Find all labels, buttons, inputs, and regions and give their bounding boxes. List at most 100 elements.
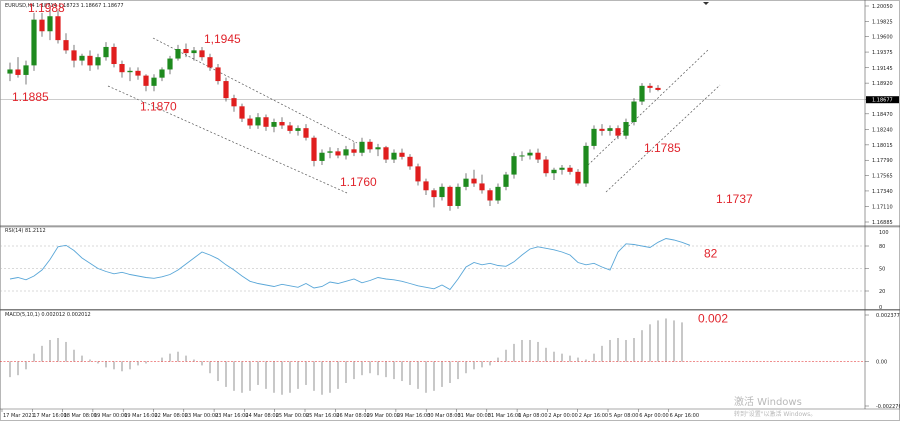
time-axis-tick: 17 Mar 2021 bbox=[3, 413, 35, 419]
candle[interactable] bbox=[447, 185, 453, 211]
candle[interactable] bbox=[383, 145, 389, 163]
candle[interactable] bbox=[415, 163, 421, 186]
candle[interactable] bbox=[31, 12, 37, 71]
candle[interactable] bbox=[7, 62, 13, 82]
candle[interactable] bbox=[607, 125, 613, 136]
price-panel[interactable] bbox=[0, 0, 865, 226]
candle[interactable] bbox=[135, 67, 141, 80]
candle[interactable] bbox=[207, 53, 213, 71]
candle[interactable] bbox=[23, 60, 29, 85]
candle[interactable] bbox=[63, 33, 69, 54]
candle[interactable] bbox=[327, 147, 333, 159]
candle[interactable] bbox=[535, 148, 541, 163]
candle[interactable] bbox=[479, 174, 485, 194]
candle[interactable] bbox=[39, 12, 45, 37]
candle[interactable] bbox=[343, 145, 349, 160]
candle[interactable] bbox=[487, 188, 493, 206]
candle[interactable] bbox=[55, 10, 61, 44]
candle[interactable] bbox=[351, 142, 357, 157]
candle[interactable] bbox=[655, 85, 661, 92]
candle[interactable] bbox=[511, 152, 517, 179]
candle[interactable] bbox=[391, 149, 397, 163]
candle[interactable] bbox=[287, 122, 293, 134]
time-axis-tick: 1 Apr 08:00 bbox=[518, 413, 547, 419]
candle[interactable] bbox=[519, 151, 525, 161]
price-annotation: 1.1737 bbox=[716, 192, 753, 206]
candle[interactable] bbox=[255, 113, 261, 129]
candle[interactable] bbox=[295, 125, 301, 136]
candle[interactable] bbox=[103, 42, 109, 61]
candle[interactable] bbox=[71, 44, 77, 68]
candle[interactable] bbox=[79, 53, 85, 66]
candle[interactable] bbox=[111, 43, 117, 68]
candle[interactable] bbox=[439, 183, 445, 201]
candle[interactable] bbox=[263, 114, 269, 131]
macd-annotation: 0.002 bbox=[698, 311, 728, 325]
candle[interactable] bbox=[87, 50, 93, 71]
candle[interactable] bbox=[503, 171, 509, 191]
macd-panel[interactable] bbox=[0, 311, 865, 409]
candle[interactable] bbox=[527, 149, 533, 160]
candle[interactable] bbox=[319, 149, 325, 166]
candle[interactable] bbox=[367, 139, 373, 153]
candle[interactable] bbox=[639, 83, 645, 105]
candle[interactable] bbox=[631, 98, 637, 126]
candle[interactable] bbox=[279, 117, 285, 129]
rsi-annotation: 82 bbox=[704, 246, 718, 260]
time-axis-tick: 6 Apr 00:00 bbox=[639, 413, 668, 419]
candle[interactable] bbox=[167, 55, 173, 75]
candle[interactable] bbox=[375, 143, 381, 157]
candle[interactable] bbox=[591, 125, 597, 150]
candle[interactable] bbox=[183, 43, 189, 58]
time-axis-tick: 23 Mar 00:00 bbox=[185, 413, 218, 419]
candle[interactable] bbox=[647, 83, 653, 93]
price-axis-tick: 1.17565 bbox=[872, 174, 893, 180]
time-axis-tick: 2 Apr 16:00 bbox=[579, 413, 608, 419]
candle[interactable] bbox=[495, 183, 501, 204]
candle[interactable] bbox=[359, 137, 365, 157]
candle[interactable] bbox=[575, 169, 581, 186]
candle[interactable] bbox=[455, 183, 461, 209]
candle[interactable] bbox=[271, 118, 277, 133]
time-axis-tick: 25 Mar 16:00 bbox=[306, 413, 339, 419]
candle[interactable] bbox=[199, 46, 205, 61]
time-axis-tick: 6 Apr 16:00 bbox=[670, 413, 699, 419]
candle[interactable] bbox=[335, 147, 341, 159]
candle[interactable] bbox=[463, 173, 469, 191]
candle[interactable] bbox=[127, 67, 133, 82]
candle[interactable] bbox=[599, 124, 605, 136]
candle[interactable] bbox=[623, 118, 629, 140]
candle[interactable] bbox=[407, 154, 413, 170]
candle[interactable] bbox=[159, 67, 165, 82]
candle[interactable] bbox=[431, 188, 437, 208]
candle[interactable] bbox=[223, 77, 229, 102]
candle[interactable] bbox=[559, 165, 565, 175]
candle[interactable] bbox=[95, 53, 101, 70]
candle[interactable] bbox=[583, 142, 589, 187]
candle[interactable] bbox=[303, 124, 309, 141]
candle[interactable] bbox=[423, 178, 429, 196]
current-price-label: 1.18677 bbox=[872, 98, 893, 104]
price-annotation: 1.1885 bbox=[12, 90, 49, 104]
candle[interactable] bbox=[471, 169, 477, 187]
candle[interactable] bbox=[231, 94, 237, 112]
candle[interactable] bbox=[311, 135, 317, 167]
candle[interactable] bbox=[247, 115, 253, 129]
candle[interactable] bbox=[175, 44, 181, 61]
rsi-panel[interactable] bbox=[0, 227, 865, 309]
scroll-marker-icon[interactable] bbox=[703, 2, 709, 5]
candle[interactable] bbox=[151, 74, 157, 92]
candle[interactable] bbox=[143, 74, 149, 92]
rsi-line[interactable] bbox=[9, 238, 691, 291]
candle[interactable] bbox=[191, 46, 197, 61]
candle[interactable] bbox=[615, 125, 621, 140]
candle[interactable] bbox=[543, 156, 549, 177]
candle[interactable] bbox=[399, 148, 405, 160]
candle[interactable] bbox=[215, 64, 221, 85]
candle[interactable] bbox=[567, 165, 573, 175]
candle[interactable] bbox=[47, 9, 53, 41]
candle[interactable] bbox=[119, 60, 125, 78]
candle[interactable] bbox=[551, 167, 557, 181]
candle[interactable] bbox=[15, 57, 21, 78]
candle[interactable] bbox=[239, 103, 245, 123]
